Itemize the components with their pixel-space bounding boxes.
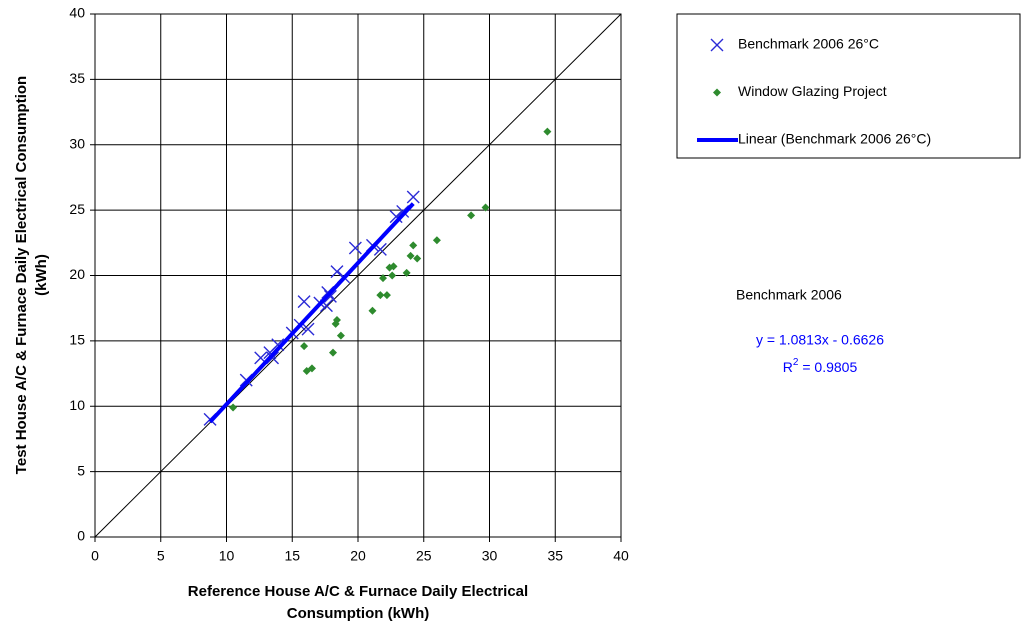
y-tick-label: 5: [77, 462, 85, 478]
x-marker: [389, 210, 403, 224]
diamond-marker: [329, 348, 338, 357]
diamond-marker: [368, 306, 377, 315]
legend-box: [676, 13, 1021, 159]
x-tick-label: 10: [219, 548, 235, 564]
x-tick-label: 35: [547, 548, 563, 564]
r-squared: R2 = 0.9805: [783, 357, 858, 375]
diamond-marker: [332, 315, 341, 324]
x-marker: [330, 265, 344, 279]
y-tick-label: 30: [69, 135, 85, 151]
trendline: [208, 202, 415, 424]
diamond-marker: [413, 254, 422, 263]
diamond-marker: [409, 241, 418, 250]
y-axis-title: Test House A/C & Furnace Daily Electrica…: [13, 76, 50, 474]
diamond-marker: [432, 236, 441, 245]
diamond-marker: [336, 331, 345, 340]
x-tick-label: 5: [157, 548, 165, 564]
y-tick-label: 25: [69, 201, 85, 217]
diamond-marker: [389, 262, 398, 271]
diamond-marker: [543, 127, 552, 136]
diamond-marker: [467, 211, 476, 220]
legend-swatch: [713, 88, 721, 97]
x-tick-label: 30: [482, 548, 498, 564]
diamond-marker: [481, 203, 490, 212]
x-tick-label: 25: [416, 548, 432, 564]
r2-rest: = 0.9805: [798, 359, 857, 375]
diamond-marker: [300, 342, 309, 351]
x-tick-label: 15: [284, 548, 300, 564]
legend-label: Window Glazing Project: [738, 83, 887, 99]
x-marker: [396, 204, 410, 218]
y-tick-label: 10: [69, 397, 85, 413]
diamond-marker: [378, 274, 387, 283]
y-tick-label: 20: [69, 266, 85, 282]
diamond-marker: [402, 268, 411, 277]
legend-label: Benchmark 2006 26°C: [738, 36, 879, 52]
y-tick-label: 15: [69, 332, 85, 348]
y-tick-label: 0: [77, 528, 85, 544]
equation: y = 1.0813x - 0.6626: [756, 332, 884, 348]
x-tick-label: 0: [91, 548, 99, 564]
x-marker: [348, 241, 362, 255]
x-axis-title-line: Consumption (kWh): [287, 605, 429, 622]
plot-border: [94, 13, 622, 538]
r2-base: R: [783, 359, 793, 375]
x-marker: [301, 322, 315, 336]
legend-label: Linear (Benchmark 2006 26°C): [738, 131, 931, 147]
diamond-marker: [307, 364, 316, 373]
x-axis-title-line: Reference House A/C & Furnace Daily Elec…: [188, 583, 528, 600]
diamond-marker: [376, 291, 385, 300]
diamond-marker: [388, 271, 397, 280]
y-axis-title-line: Test House A/C & Furnace Daily Electrica…: [13, 76, 30, 474]
x-tick-label: 40: [613, 548, 629, 564]
legend-swatch: [710, 38, 724, 52]
annotation-title: Benchmark 2006: [736, 287, 842, 303]
diamond-marker: [229, 403, 238, 412]
y-tick-label: 35: [69, 70, 85, 86]
x-marker: [297, 295, 311, 309]
y-axis-title-line: (kWh): [33, 254, 50, 296]
diamond-marker: [406, 251, 415, 260]
x-marker: [323, 289, 337, 303]
x-marker: [271, 338, 285, 352]
diagonal-reference: [94, 13, 622, 538]
y-tick-label: 40: [69, 5, 85, 21]
diamond-marker: [382, 291, 391, 300]
r2-sup: 2: [793, 357, 799, 368]
x-tick-label: 20: [350, 548, 366, 564]
x-marker: [406, 190, 420, 204]
